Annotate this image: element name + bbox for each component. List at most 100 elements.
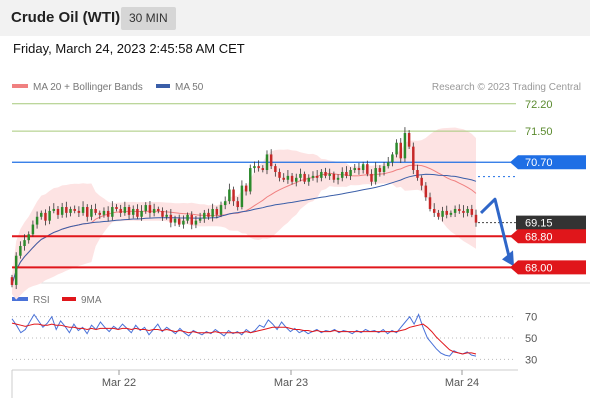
chart-title: Crude Oil (WTI)	[11, 9, 121, 26]
price-candle	[278, 168, 281, 182]
price-candle	[111, 201, 114, 221]
target-level-label: 71.50	[525, 126, 553, 138]
price-candle	[90, 204, 93, 221]
price-candle	[261, 165, 265, 173]
price-candle	[424, 182, 428, 201]
timeframe-badge[interactable]: 30 MIN	[121, 7, 176, 30]
support-level-tag	[510, 260, 586, 275]
price-candle	[236, 197, 239, 211]
price-candle	[315, 170, 319, 183]
price-candle	[40, 210, 43, 220]
price-candle	[194, 215, 198, 229]
price-candle	[378, 165, 382, 177]
price-candle	[269, 149, 273, 170]
price-candle	[437, 209, 440, 220]
price-candle	[182, 215, 185, 229]
price-candle	[332, 171, 336, 183]
header-bar: Crude Oil (WTI) 30 MIN	[0, 0, 590, 36]
target-level-label: 72.20	[525, 99, 553, 111]
report-datetime: Friday, March 24, 2023 2:45:58 AM CET	[13, 41, 245, 56]
price-candle	[399, 138, 402, 164]
price-candle	[290, 172, 294, 185]
price-candle	[307, 174, 311, 186]
price-candle	[336, 174, 340, 185]
ma50-line	[11, 173, 477, 286]
rsi-tick-label: 50	[525, 333, 537, 345]
price-candle	[240, 180, 244, 210]
price-candle	[198, 212, 202, 224]
price-candle	[173, 215, 177, 227]
legend-label-rsi: RSI	[33, 295, 50, 306]
bollinger-band	[12, 127, 476, 300]
price-candle	[52, 203, 56, 214]
legend-label-ma50: MA 50	[175, 82, 204, 93]
rsi-panel: 70 50 30	[11, 312, 537, 366]
bollinger-band-area	[12, 127, 476, 300]
x-tick-label: Mar 24	[445, 377, 479, 389]
price-candle	[23, 234, 26, 251]
price-candle	[136, 204, 139, 220]
price-candle	[361, 161, 365, 174]
price-candle	[10, 274, 14, 288]
price-candle	[232, 186, 235, 206]
price-candle	[441, 206, 444, 222]
price-candle	[98, 210, 102, 219]
price-candle	[257, 160, 260, 172]
price-candle	[407, 130, 411, 149]
price-candle	[340, 167, 344, 182]
price-candle	[215, 206, 219, 219]
price-candle	[453, 205, 457, 217]
price-candle	[115, 204, 118, 212]
support-level-label: 68.80	[525, 231, 553, 243]
price-candle	[106, 206, 110, 222]
rsi-tick-label: 30	[525, 354, 537, 366]
price-candle	[391, 152, 394, 167]
price-candle	[274, 163, 277, 177]
price-candle	[77, 206, 81, 217]
pivot-level-tag	[510, 155, 586, 170]
x-tick-label: Mar 22	[102, 377, 136, 389]
price-candle	[357, 162, 361, 175]
price-candle	[353, 163, 357, 173]
price-candle	[382, 162, 386, 176]
x-axis-ticks: Mar 22 Mar 23 Mar 24	[102, 370, 479, 389]
price-candle	[207, 208, 210, 220]
price-candles	[10, 127, 478, 290]
price-candle	[94, 203, 97, 216]
price-candle	[449, 210, 453, 218]
forecast-arrow	[479, 197, 514, 267]
price-candle	[19, 241, 22, 259]
price-candle	[462, 205, 465, 218]
price-candle	[286, 170, 290, 184]
price-candle	[395, 139, 398, 158]
price-candle	[203, 209, 206, 223]
price-candle	[403, 127, 407, 162]
price-candle	[152, 203, 156, 217]
legend-swatch-ma50	[156, 84, 170, 88]
price-candle	[219, 201, 223, 218]
price-candle	[349, 167, 352, 180]
last-price-label: 69.15	[525, 218, 553, 230]
attribution: Research © 2023 Trading Central	[432, 82, 581, 93]
price-candle	[81, 201, 85, 216]
price-candle	[102, 207, 106, 218]
x-tick-label: Mar 23	[274, 377, 308, 389]
legend-label-9ma: 9MA	[81, 295, 102, 306]
price-candle	[374, 162, 377, 185]
price-candle	[127, 204, 131, 220]
price-candle	[420, 175, 423, 191]
price-candle	[416, 164, 419, 181]
price-candle	[48, 206, 51, 225]
price-candle	[386, 156, 390, 169]
price-candle	[432, 203, 436, 217]
price-candle	[119, 204, 122, 217]
price-candle	[265, 150, 269, 175]
price-candle	[190, 211, 193, 230]
price-candle	[253, 161, 256, 173]
price-candle	[69, 206, 72, 217]
price-candle	[73, 205, 76, 214]
price-candle	[295, 173, 298, 187]
price-candle	[177, 214, 181, 227]
price-candle	[27, 231, 30, 244]
